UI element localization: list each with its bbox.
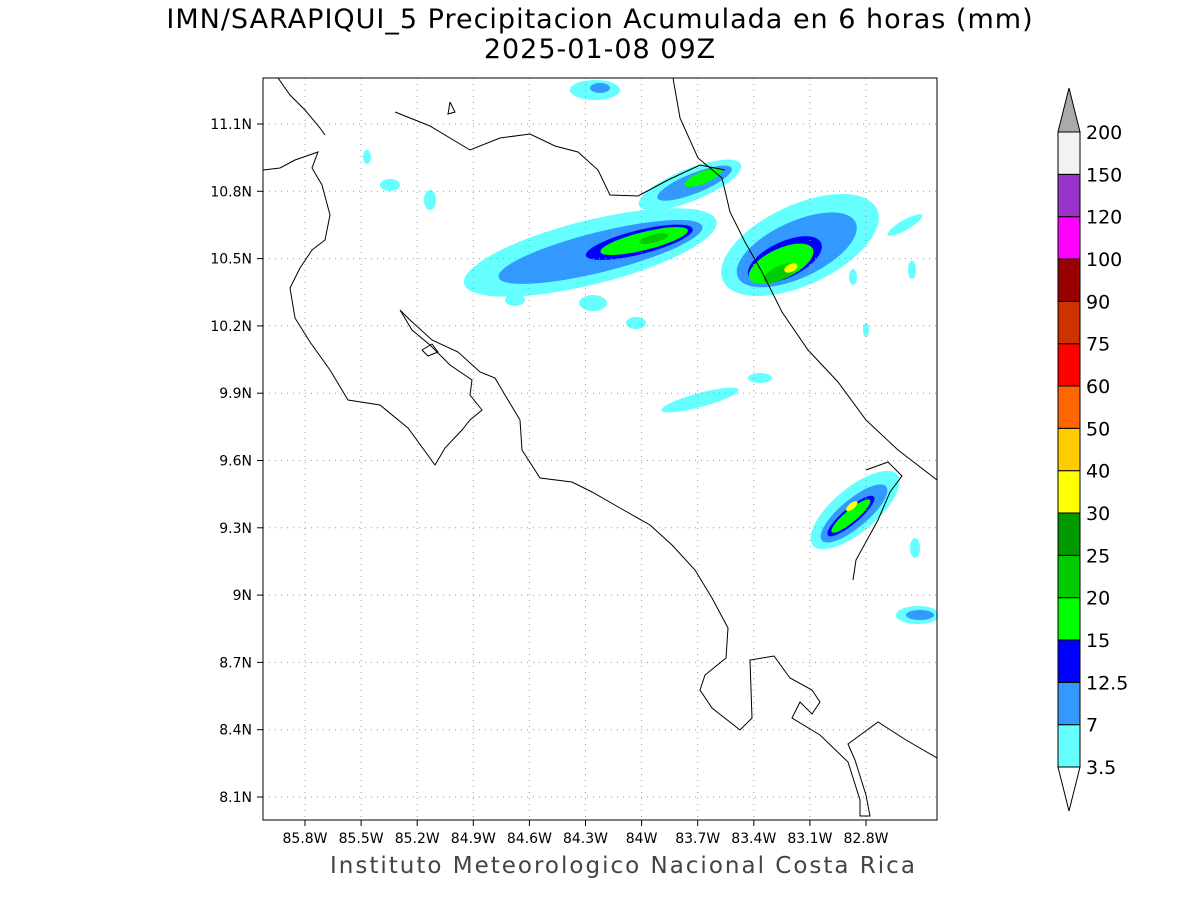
lat-tick-label: 8.4N [219,723,252,739]
lat-tick-label: 9.9N [219,386,252,402]
lat-tick-label: 9N [233,588,252,604]
lon-tick-label: 85.2W [395,831,440,847]
colorbar-level-label: 50 [1086,418,1110,440]
lon-tick-label: 85.8W [282,831,327,847]
colorbar-swatch [1057,300,1081,345]
colorbar-under-arrow [1057,766,1081,812]
colorbar-swatch [1057,639,1081,683]
colorbar-swatch [1057,385,1081,429]
colorbar-swatch [1057,554,1081,599]
precip-band-north-west [463,208,717,297]
precip-cell-southeast [810,470,900,550]
colorbar-swatch [1057,173,1081,218]
colorbar-over-arrow [1057,87,1081,133]
colorbar-level-label: 3.5 [1086,757,1116,779]
colorbar-level-label: 75 [1086,334,1110,356]
colorbar-level-label: 12.5 [1086,672,1128,694]
colorbar-swatch [1057,597,1081,641]
colorbar-swatch [1057,681,1081,726]
colorbar-level-label: 90 [1086,291,1110,313]
coastlines-borders [263,78,937,817]
lon-tick-label: 82.8W [843,831,888,847]
colorbar-swatch [1057,343,1081,387]
colorbar-level-label: 60 [1086,376,1110,398]
colorbar-level-label: 30 [1086,503,1110,525]
lon-tick-label: 83.4W [731,831,776,847]
lat-tick-label: 10.2N [210,319,252,335]
lon-tick-label: 84.3W [563,831,608,847]
title-line-2: 2025-01-08 09Z [483,34,717,65]
precipitation-field [363,80,937,624]
lat-tick-label: 10.5N [210,252,252,268]
colorbar-level-label: 120 [1086,207,1122,229]
colorbar-level-label: 7 [1086,715,1098,737]
colorbar-swatch [1057,470,1081,514]
colorbar: 3.5 7 12.5 15 20 25 30 40 50 60 75 90 100 120 150 200 [1057,87,1128,812]
plot-frame [262,77,938,821]
colorbar-level-label: 25 [1086,545,1110,567]
lon-tick-label: 83.7W [675,831,720,847]
colorbar-level-label: 150 [1086,164,1122,186]
colorbar-level-label: 40 [1086,461,1110,483]
footer-credit: Instituto Meteorologico Nacional Costa R… [330,853,917,879]
title-line-1: IMN/SARAPIQUI_5 Precipitacion Acumulada … [166,4,1034,35]
colorbar-level-label: 200 [1086,122,1122,144]
colorbar-level-label: 100 [1086,249,1122,271]
lat-tick-label: 8.7N [219,655,252,671]
colorbar-swatch [1057,427,1081,472]
lat-tick-label: 8.1N [219,790,252,806]
precip-band-north-east [721,193,879,297]
colorbar-swatch [1057,131,1081,175]
lat-tick-label: 10.8N [210,184,252,200]
lon-tick-label: 84.9W [451,831,496,847]
axis-labels: 85.8W 85.5W 85.2W 84.9W 84.6W 84.3W 84W 83.7W 83… [210,117,888,847]
lon-tick-label: 84.6W [507,831,552,847]
lon-tick-label: 84W [626,831,658,847]
colorbar-swatch [1057,258,1081,302]
colorbar-level-label: 20 [1086,588,1110,610]
lon-tick-label: 83.1W [787,831,832,847]
colorbar-swatch [1057,512,1081,556]
lat-tick-label: 9.3N [219,521,252,537]
lat-tick-label: 11.1N [210,117,252,133]
lat-tick-label: 9.6N [219,454,252,470]
colorbar-swatch [1057,724,1081,768]
colorbar-swatch [1057,216,1081,260]
lon-tick-label: 85.5W [339,831,384,847]
colorbar-level-label: 15 [1086,630,1110,652]
graticule [263,78,937,820]
